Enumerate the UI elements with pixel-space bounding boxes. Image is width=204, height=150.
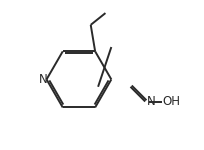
Text: OH: OH [162, 95, 180, 108]
Text: N: N [38, 73, 47, 86]
Text: N: N [146, 95, 155, 108]
